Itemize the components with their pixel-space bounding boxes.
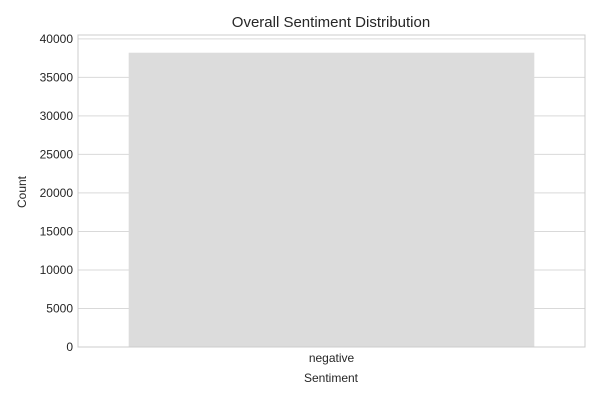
y-tick-label: 25000 — [40, 147, 74, 161]
x-axis-label: Sentiment — [304, 371, 359, 385]
plot-frame — [77, 34, 586, 348]
y-axis-label: Count — [15, 175, 29, 208]
y-tick-label: 35000 — [40, 70, 74, 84]
y-tick-label: 15000 — [40, 224, 74, 238]
y-tick-label: 5000 — [46, 301, 73, 315]
y-tick-label: 30000 — [40, 109, 74, 123]
y-tick-label: 0 — [66, 340, 73, 354]
chart-title: Overall Sentiment Distribution — [232, 14, 430, 31]
bar-negative — [128, 52, 535, 348]
bars — [128, 52, 535, 348]
y-tick-label: 40000 — [40, 32, 74, 46]
x-tick-labels: negative — [309, 351, 355, 365]
y-tick-label: 20000 — [40, 186, 74, 200]
x-tick-label: negative — [309, 351, 355, 365]
y-tick-label: 10000 — [40, 263, 74, 277]
y-tick-labels: 0 5000 10000 15000 20000 25000 30000 35000 40000 — [40, 32, 74, 354]
